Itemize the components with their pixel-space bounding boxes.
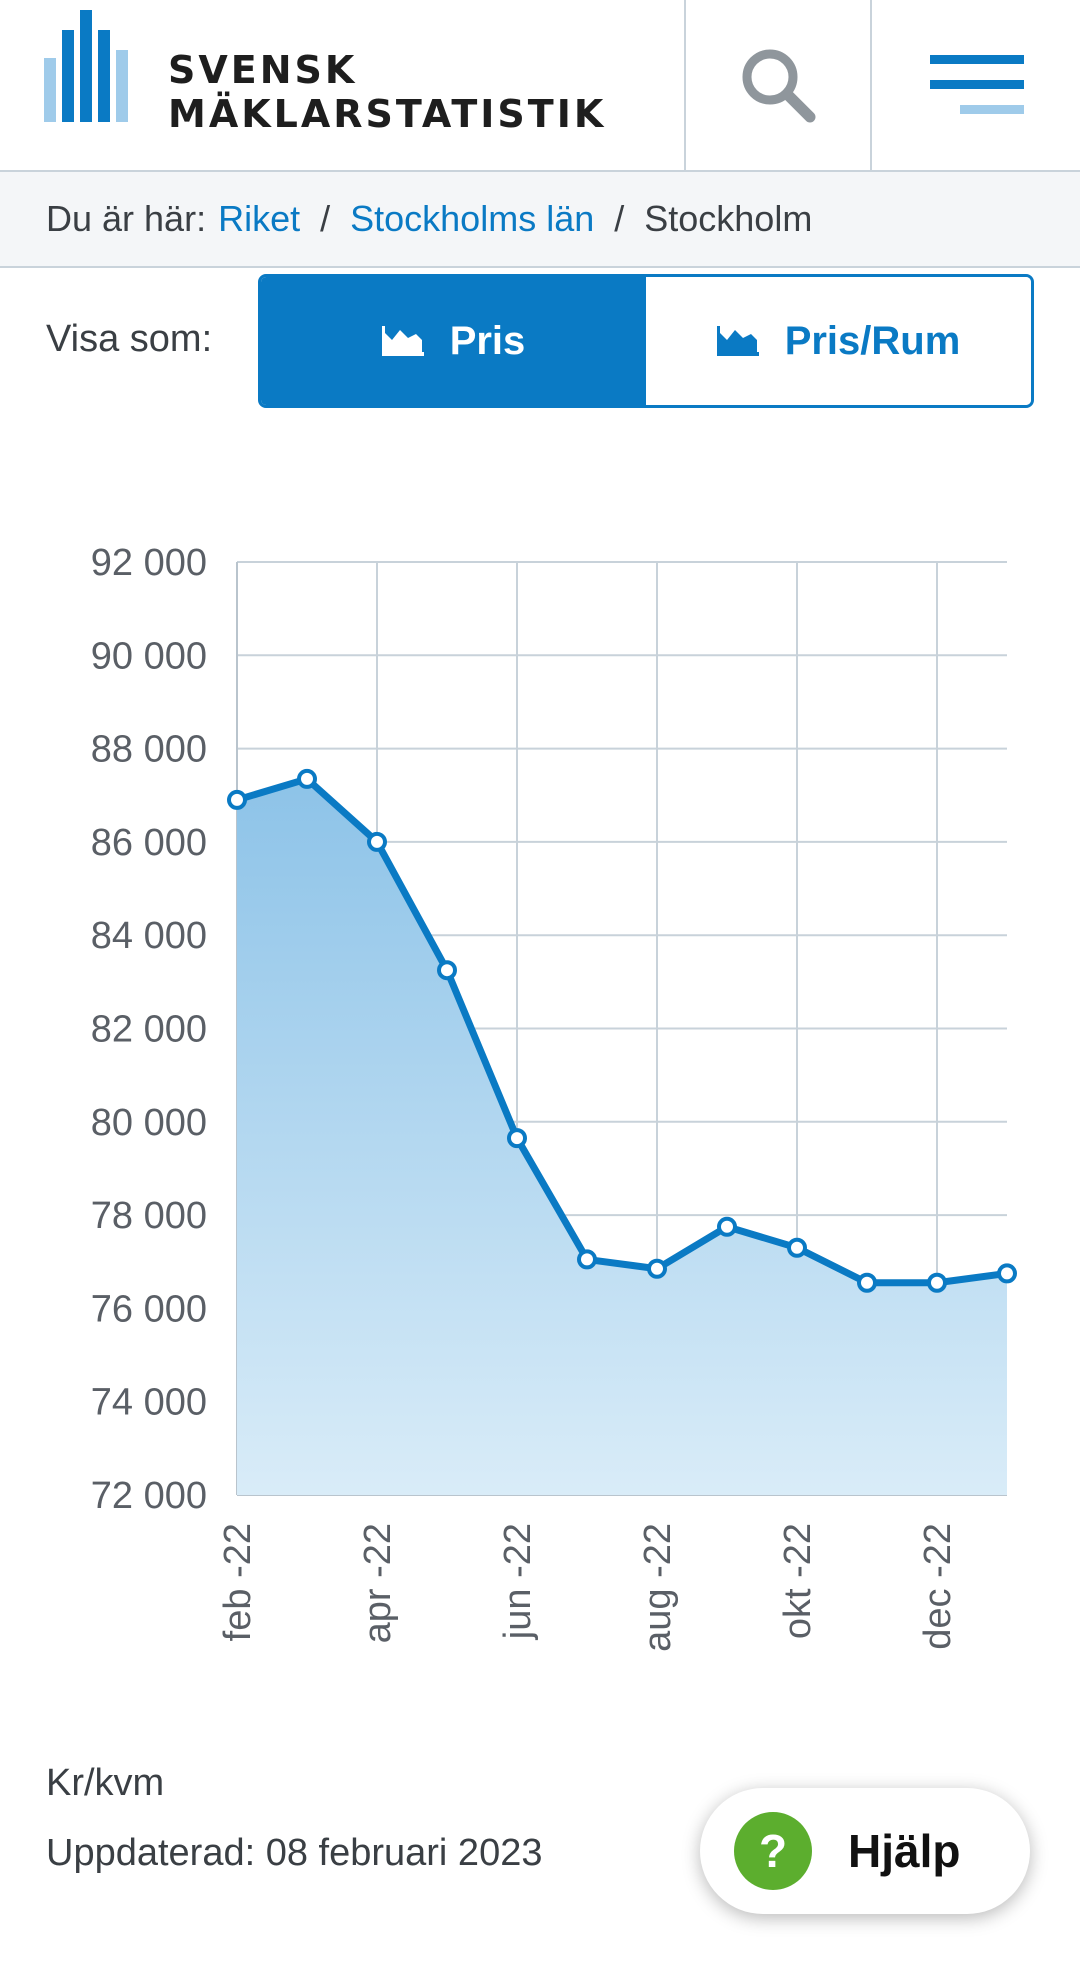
data-point[interactable] <box>507 1128 527 1149</box>
toggle-pris-button[interactable]: Pris <box>261 277 646 405</box>
hamburger-menu-icon <box>930 55 1024 114</box>
view-toggle-label: Visa som: <box>46 318 213 360</box>
data-point[interactable] <box>367 831 387 852</box>
data-point[interactable] <box>787 1237 807 1258</box>
x-axis-tick-labels: feb -22 apr -22 jun -22 aug -22 okt -22 dec -… <box>217 1523 959 1652</box>
toggle-pris-label: Pris <box>449 318 526 363</box>
data-point[interactable] <box>577 1249 597 1270</box>
help-question-icon: ? <box>734 1812 812 1890</box>
logo-text: SVENSK MÄKLARSTATISTIK <box>168 48 606 136</box>
y-tick-label: 86 000 <box>91 822 207 864</box>
breadcrumb-separator: / <box>320 198 331 239</box>
help-button[interactable]: ? Hjälp <box>700 1788 1030 1914</box>
breadcrumb-link-stockholms-lan[interactable]: Stockholms län <box>350 198 595 239</box>
y-tick-label: 82 000 <box>91 1009 207 1051</box>
logo-bars-icon <box>44 10 128 122</box>
x-tick-label: apr -22 <box>357 1523 399 1643</box>
breadcrumb: Du är här: Riket / Stockholms län / Stoc… <box>0 172 1080 268</box>
logo-line1: SVENSK <box>168 48 358 92</box>
area-chart-icon <box>716 326 759 356</box>
data-point[interactable] <box>857 1272 877 1293</box>
y-tick-label: 80 000 <box>91 1102 207 1144</box>
updated-date: Uppdaterad: 08 februari 2023 <box>46 1832 543 1874</box>
y-tick-label: 78 000 <box>91 1195 207 1237</box>
data-point[interactable] <box>437 960 457 981</box>
y-tick-label: 76 000 <box>91 1288 207 1330</box>
breadcrumb-link-riket[interactable]: Riket <box>218 198 301 239</box>
toggle-pris-rum-button[interactable]: Pris/Rum <box>646 277 1031 405</box>
price-area-chart: 92 000 90 000 88 000 86 000 84 000 82 000 80 0… <box>91 542 1017 1652</box>
breadcrumb-prefix: Du är här: <box>46 198 207 239</box>
y-tick-label: 92 000 <box>91 542 207 584</box>
area-fill <box>237 778 1007 1495</box>
y-tick-label: 88 000 <box>91 729 207 771</box>
toggle-pris-rum-label: Pris/Rum <box>784 318 961 363</box>
data-point[interactable] <box>297 768 317 789</box>
search-button[interactable] <box>684 0 870 170</box>
help-label: Hjälp <box>848 1825 961 1877</box>
chart-points <box>227 768 1017 1293</box>
breadcrumb-separator: / <box>614 198 625 239</box>
logo-line2: MÄKLARSTATISTIK <box>168 92 607 136</box>
breadcrumb-current: Stockholm <box>644 198 813 239</box>
x-tick-label: dec -22 <box>917 1523 959 1650</box>
chart-series-line <box>235 775 1008 1287</box>
logo[interactable]: SVENSK MÄKLARSTATISTIK <box>44 8 644 158</box>
view-toggle: Pris Pris/Rum <box>258 274 1034 408</box>
x-tick-label: aug -22 <box>637 1523 679 1652</box>
search-icon <box>742 49 816 123</box>
data-point[interactable] <box>647 1258 667 1279</box>
data-point[interactable] <box>997 1263 1017 1284</box>
area-chart-icon <box>381 326 424 356</box>
data-point[interactable] <box>717 1216 737 1237</box>
y-axis-tick-labels: 92 000 90 000 88 000 86 000 84 000 82 000 80 0… <box>91 542 207 1517</box>
y-tick-label: 90 000 <box>91 635 207 677</box>
y-tick-label: 72 000 <box>91 1475 207 1517</box>
x-tick-label: jun -22 <box>497 1523 539 1640</box>
data-point[interactable] <box>227 789 247 810</box>
y-tick-label: 84 000 <box>91 915 207 957</box>
menu-button[interactable] <box>870 0 1080 170</box>
series-line <box>235 775 1008 1287</box>
x-tick-label: okt -22 <box>777 1523 819 1639</box>
data-point[interactable] <box>927 1272 947 1293</box>
chart-area-fill <box>237 778 1007 1495</box>
unit-label: Kr/kvm <box>46 1762 165 1804</box>
y-tick-label: 74 000 <box>91 1382 207 1424</box>
site-header: SVENSK MÄKLARSTATISTIK <box>0 0 1080 172</box>
x-tick-label: feb -22 <box>217 1523 259 1641</box>
